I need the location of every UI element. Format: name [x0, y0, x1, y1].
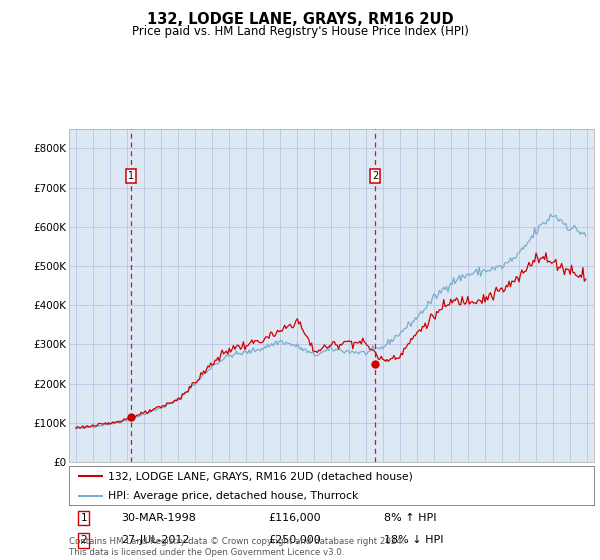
Text: HPI: Average price, detached house, Thurrock: HPI: Average price, detached house, Thur… — [109, 492, 359, 502]
Text: 1: 1 — [80, 513, 87, 523]
Text: 132, LODGE LANE, GRAYS, RM16 2UD (detached house): 132, LODGE LANE, GRAYS, RM16 2UD (detach… — [109, 471, 413, 481]
Text: 30-MAR-1998: 30-MAR-1998 — [121, 513, 196, 523]
Text: 8% ↑ HPI: 8% ↑ HPI — [384, 513, 437, 523]
Text: 2: 2 — [80, 535, 87, 545]
Text: 27-JUL-2012: 27-JUL-2012 — [121, 535, 190, 545]
Text: 1: 1 — [128, 171, 134, 181]
Text: Price paid vs. HM Land Registry's House Price Index (HPI): Price paid vs. HM Land Registry's House … — [131, 25, 469, 38]
Text: 18% ↓ HPI: 18% ↓ HPI — [384, 535, 443, 545]
Text: £116,000: £116,000 — [269, 513, 321, 523]
Text: 2: 2 — [372, 171, 379, 181]
Text: 132, LODGE LANE, GRAYS, RM16 2UD: 132, LODGE LANE, GRAYS, RM16 2UD — [146, 12, 454, 27]
Text: £250,000: £250,000 — [269, 535, 321, 545]
Text: Contains HM Land Registry data © Crown copyright and database right 2024.
This d: Contains HM Land Registry data © Crown c… — [69, 537, 404, 557]
